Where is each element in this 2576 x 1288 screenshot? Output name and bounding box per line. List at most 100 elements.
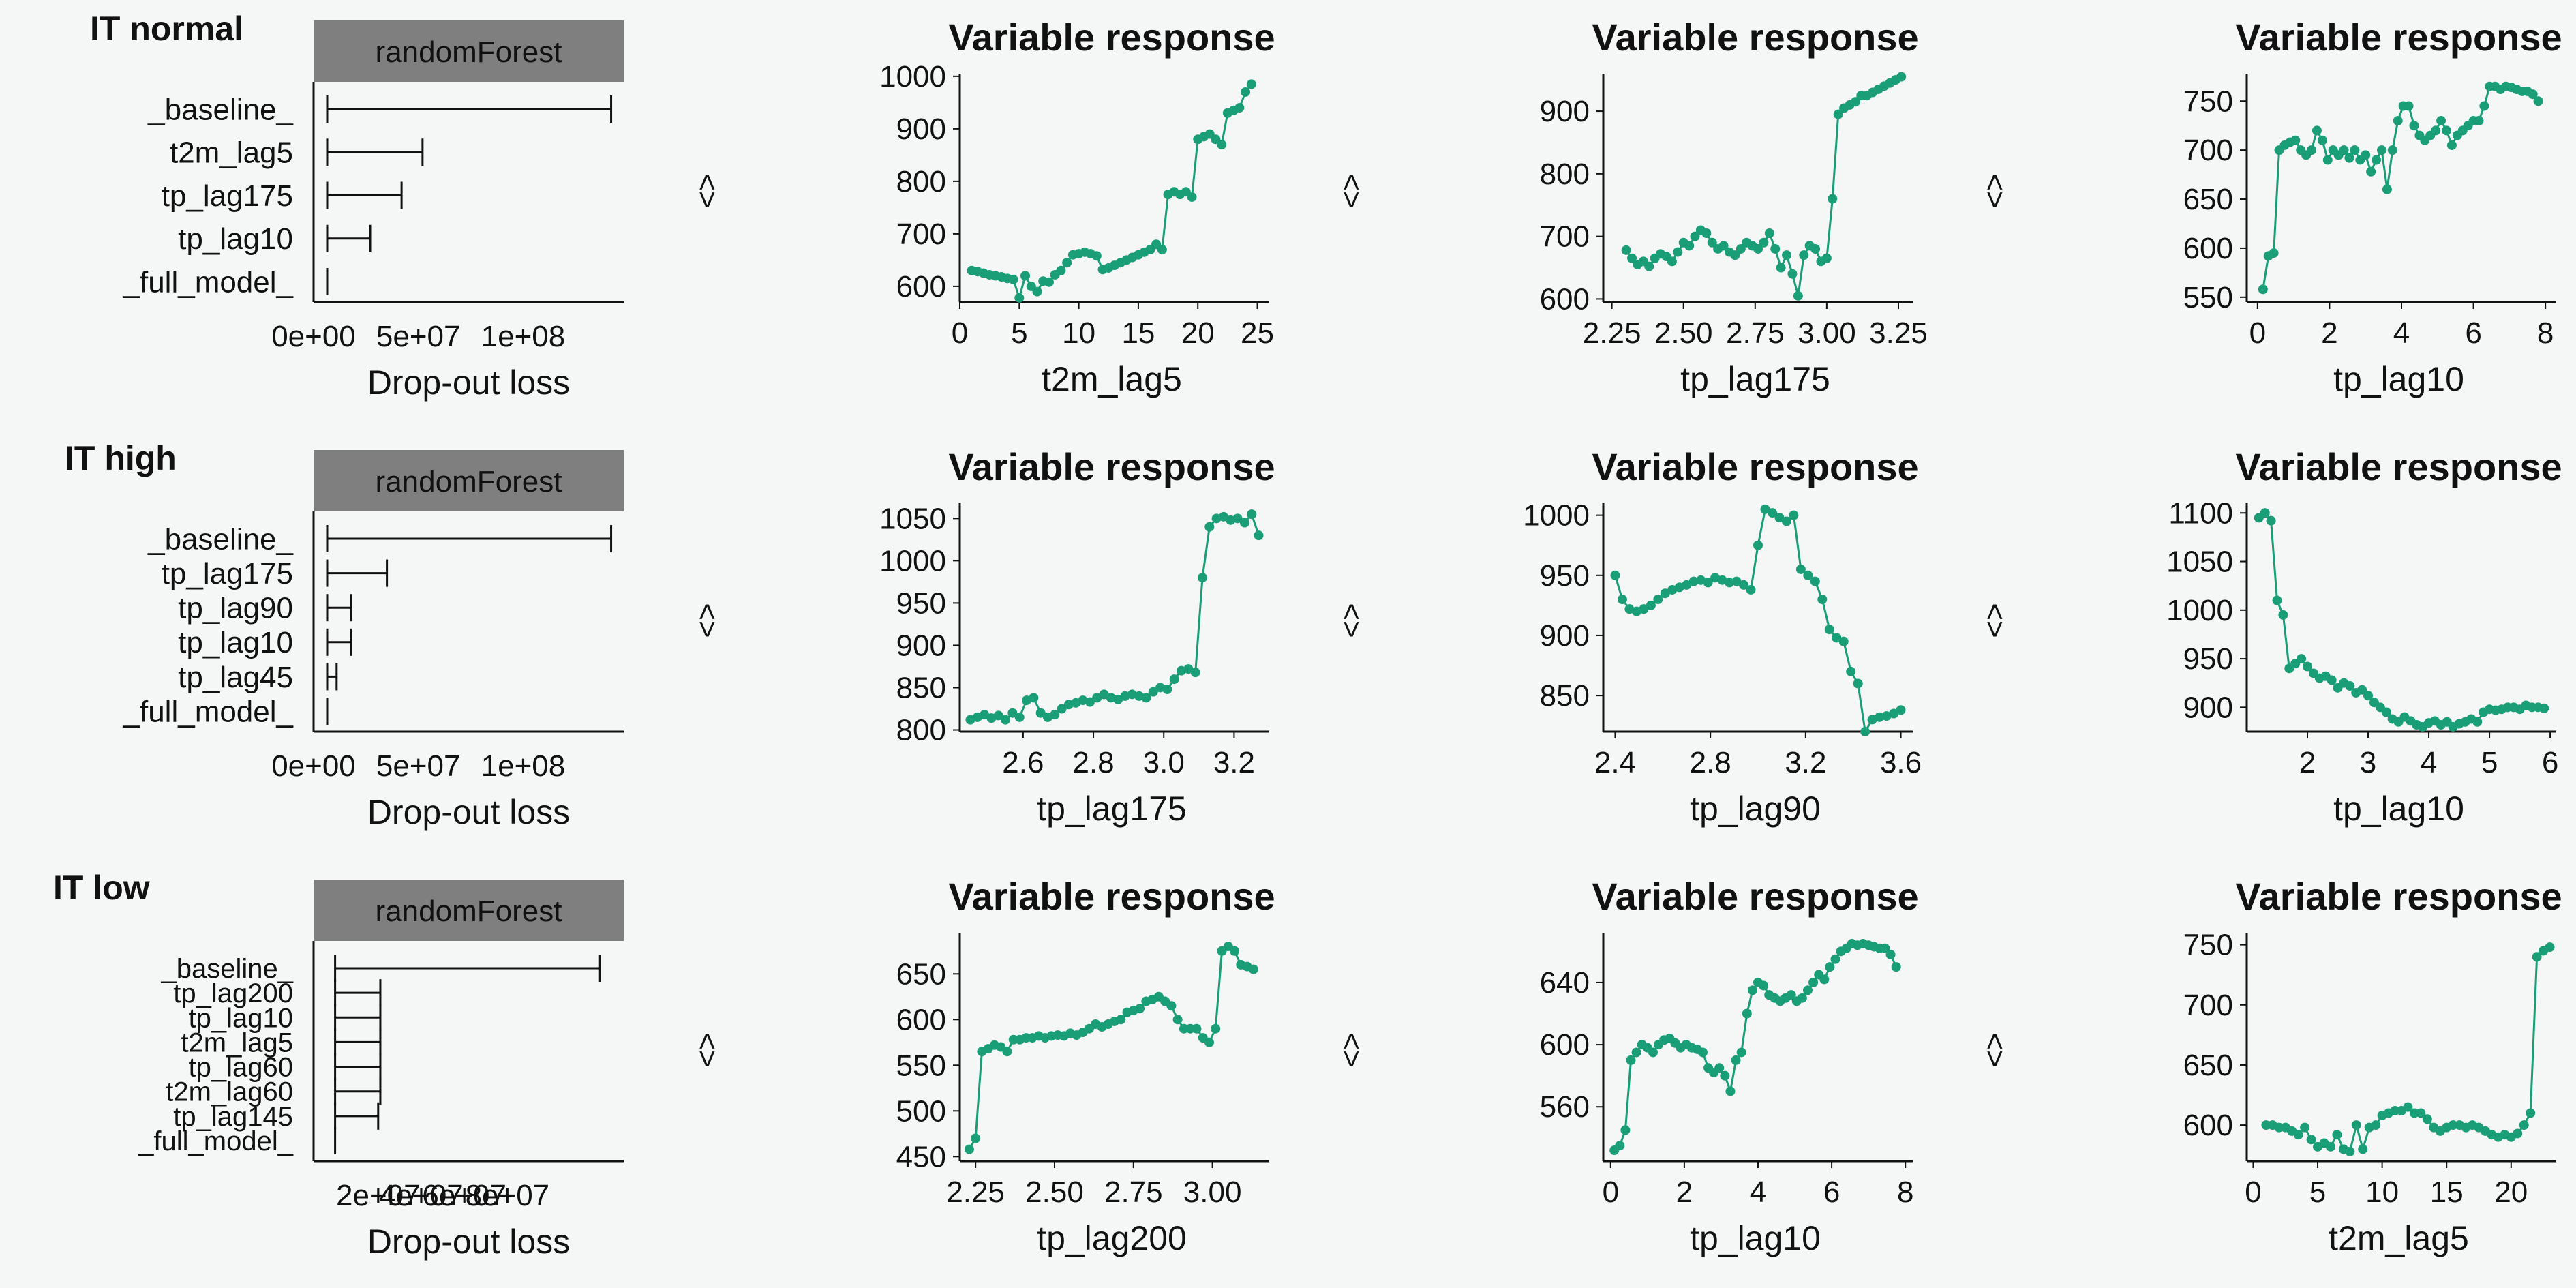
- response-point: [1770, 243, 1781, 254]
- response-panel-r2-c0: Variable response 2.25 2.50 2.75 3.00 450 500 5…: [896, 875, 1275, 1257]
- response-point: [1875, 712, 1885, 722]
- response-point: [1001, 715, 1011, 725]
- category-label: tp_lag175: [162, 179, 293, 213]
- response-point: [2269, 248, 2279, 258]
- x-axis-title: tp_lag175: [1680, 360, 1830, 398]
- bar-panel-row-1: IT high randomForest _baseline_tp_lag175tp…: [65, 439, 624, 831]
- response-point: [1248, 964, 1258, 974]
- response-point: [1660, 588, 1670, 599]
- response-line: [1625, 76, 1902, 297]
- y-tick-label: 700: [2183, 989, 2233, 1022]
- x-tick-label: 3.00: [1798, 316, 1856, 350]
- x-tick-label: 3.6: [1880, 746, 1922, 779]
- category-label: _baseline_: [147, 522, 293, 556]
- response-point: [2345, 1146, 2355, 1156]
- category-label: tp_lag45: [178, 661, 293, 694]
- response-panel-r1-c1: Variable response 2.4 2.8 3.2 3.6 850 900 950 10…: [1523, 445, 1922, 828]
- response-point: [1002, 1047, 1012, 1057]
- strip-header: [314, 20, 624, 82]
- x-tick-label: 3.00: [1183, 1175, 1242, 1209]
- response-point: [1690, 231, 1700, 241]
- response-point: [1759, 237, 1769, 248]
- y-tick-label: 1000: [879, 60, 946, 93]
- response-point: [1764, 228, 1774, 239]
- response-point: [1032, 286, 1042, 297]
- x-axis-title: Drop-out loss: [367, 1223, 570, 1261]
- response-point: [1838, 636, 1849, 646]
- y-tick-label: 750: [2183, 929, 2233, 962]
- y-tick-label: 800: [896, 714, 946, 747]
- x-tick-label: 1e+08: [481, 320, 566, 353]
- category-label: t2m_lag60: [166, 1077, 293, 1107]
- x-tick-label: 3: [2360, 746, 2376, 779]
- response-point: [1169, 674, 1179, 685]
- x-tick-label: 0e+00: [271, 749, 356, 783]
- x-tick-label: 0e+00: [271, 320, 356, 353]
- response-point: [1239, 518, 1249, 528]
- x-tick-label: 0: [952, 316, 968, 350]
- x-axis-title: tp_lag10: [1690, 1219, 1821, 1257]
- response-point: [1646, 600, 1656, 610]
- response-point: [2272, 595, 2282, 605]
- y-tick-label: 550: [896, 1049, 946, 1082]
- response-point: [2332, 1130, 2342, 1140]
- arrow-glyph: <>: [691, 603, 724, 638]
- response-point: [1799, 250, 1809, 260]
- response-point: [1803, 570, 1813, 580]
- response-point: [1891, 962, 1901, 972]
- response-point: [2344, 153, 2354, 163]
- response-point: [2422, 1114, 2432, 1124]
- panel-title: Variable response: [1592, 445, 1918, 488]
- y-tick-label: 900: [896, 113, 946, 146]
- response-point: [1148, 687, 1158, 697]
- response-point: [1044, 277, 1054, 287]
- response-point: [1760, 504, 1770, 514]
- response-point: [2472, 717, 2483, 727]
- y-tick-label: 1100: [2168, 496, 2233, 530]
- x-axis-title: tp_lag90: [1690, 790, 1821, 828]
- response-point: [1753, 243, 1763, 254]
- panel-title: Variable response: [2235, 875, 2562, 918]
- x-tick-label: 3.25: [1869, 316, 1928, 350]
- response-point: [1621, 245, 1631, 255]
- response-point: [1833, 109, 1843, 119]
- response-point: [1725, 578, 1735, 588]
- y-tick-label: 800: [896, 165, 946, 198]
- x-tick-label: 4e+07: [379, 1179, 464, 1212]
- response-point: [1697, 1047, 1708, 1058]
- panel-title: Variable response: [2235, 16, 2562, 59]
- response-point: [1821, 253, 1832, 263]
- response-point: [2303, 661, 2313, 672]
- x-tick-label: 4: [2421, 746, 2437, 779]
- response-point: [1247, 509, 1257, 520]
- y-tick-label: 900: [1540, 619, 1590, 653]
- x-tick-label: 5: [1011, 316, 1027, 350]
- arrow-glyph: <>: [1978, 603, 2012, 638]
- category-label: _full_model_: [138, 1126, 294, 1156]
- response-point: [1020, 271, 1031, 281]
- response-point: [1725, 1086, 1736, 1096]
- response-point: [1832, 633, 1842, 643]
- arrow-glyph: <>: [1335, 603, 1368, 638]
- category-label: tp_lag10: [178, 626, 293, 659]
- x-tick-label: 2.50: [1654, 316, 1713, 350]
- x-tick-label: 2.75: [1104, 1175, 1163, 1209]
- response-point: [1187, 192, 1197, 202]
- x-tick-label: 0: [1603, 1175, 1619, 1209]
- response-point: [2376, 145, 2386, 155]
- x-axis-title: Drop-out loss: [367, 363, 570, 402]
- response-line: [969, 512, 1260, 721]
- response-point: [1192, 1023, 1202, 1034]
- response-point: [1746, 584, 1756, 595]
- x-tick-label: 6: [2542, 746, 2558, 779]
- y-tick-label: 900: [1540, 95, 1590, 128]
- response-point: [2258, 284, 2268, 295]
- response-point: [1731, 576, 1742, 586]
- response-panel-r2-c2: Variable response 0 5 10 15 20 600 650 700 750 t2m…: [2183, 875, 2562, 1257]
- response-point: [2404, 101, 2414, 111]
- strip-label: randomForest: [376, 35, 562, 69]
- response-point: [2351, 1120, 2361, 1130]
- x-axis-title: t2m_lag5: [2329, 1219, 2469, 1257]
- response-point: [1684, 241, 1695, 251]
- response-point: [2306, 1135, 2316, 1145]
